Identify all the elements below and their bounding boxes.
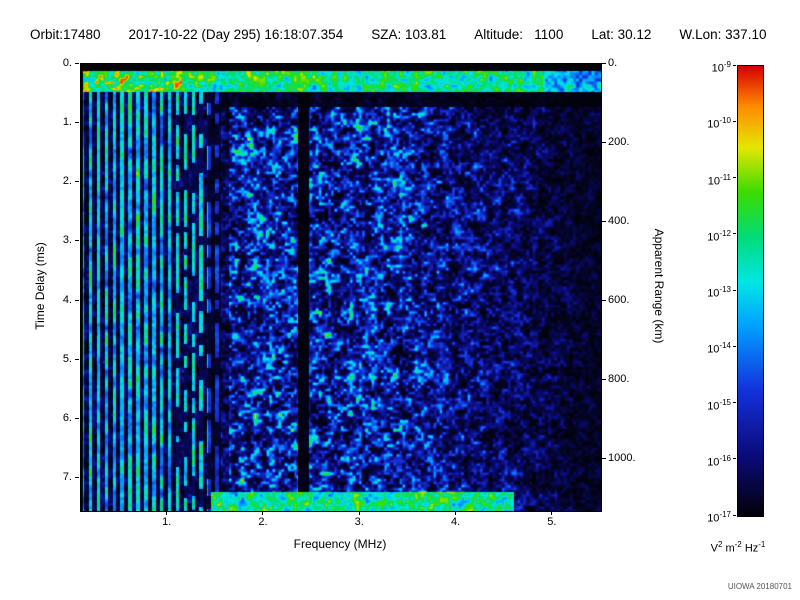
header-datetime: 2017-10-22 (Day 295) 16:18:07.354 [128, 27, 344, 42]
x-tick [262, 511, 264, 515]
colorbar [737, 65, 764, 517]
colorbar-canvas [738, 66, 763, 516]
x-tick-label: 5. [547, 516, 557, 528]
x-tick-label: 4. [450, 516, 461, 528]
right-tick [602, 220, 606, 222]
colorbar-tick-label: 10-13 [707, 285, 731, 300]
colorbar-tick [733, 233, 736, 235]
spectrogram-canvas [81, 64, 601, 511]
right-tick [602, 378, 606, 380]
y-tick-label: 0. [62, 56, 72, 69]
colorbar-tick [733, 289, 736, 291]
colorbar-tick-label: 10-10 [707, 116, 731, 131]
y-tick-label: 5. [62, 352, 72, 365]
colorbar-tick [733, 402, 736, 403]
right-tick [602, 299, 606, 301]
x-tick [358, 511, 360, 515]
colorbar-tick-label: 10-16 [707, 453, 731, 469]
y-tick [75, 181, 79, 183]
right-tick-label: 800. [608, 372, 630, 385]
colorbar-tick [733, 345, 736, 347]
colorbar-tick-label: 10-11 [707, 172, 731, 188]
y-tick-label: 7. [62, 471, 72, 484]
colorbar-tick-label: 10-15 [707, 397, 731, 413]
y-tick [75, 121, 79, 123]
header-info: Orbit:17480 2017-10-22 (Day 295) 16:18:0… [30, 27, 766, 42]
colorbar-tick [733, 177, 736, 178]
y-tick-label: 4. [62, 293, 72, 306]
x-tick [455, 511, 457, 515]
header-orbit: Orbit:17480 [30, 27, 101, 42]
header-wlon: W.Lon: 337.10 [679, 27, 767, 42]
right-tick-label: 200. [608, 135, 630, 148]
y-axis-label-right: Apparent Range (km) [652, 228, 666, 344]
x-tick [166, 511, 168, 515]
y-tick [75, 418, 79, 420]
credit-text: UIOWA 20180701 [727, 582, 792, 591]
right-tick [602, 141, 606, 143]
y-tick-label: 6. [62, 412, 72, 425]
x-axis-label: Frequency (MHz) [293, 537, 387, 551]
right-tick [602, 62, 606, 64]
colorbar-tick-label: 10-17 [707, 510, 731, 525]
right-tick-label: 400. [608, 214, 630, 227]
colorbar-unit-label: V2 m-2 Hz-1 [710, 540, 766, 555]
header-lat: Lat: 30.12 [591, 27, 652, 42]
y-tick [75, 358, 79, 360]
y-tick [75, 240, 79, 242]
x-tick-label: 2. [258, 516, 268, 528]
y-tick [75, 62, 79, 64]
y-tick-label: 3. [62, 234, 72, 247]
right-tick-label: 1000. [608, 451, 636, 464]
y-axis-label-left: Time Delay (ms) [33, 242, 47, 330]
x-tick [551, 511, 553, 515]
x-tick-label: 3. [354, 516, 364, 528]
colorbar-tick [733, 514, 736, 516]
y-tick-label: 1. [62, 115, 72, 128]
colorbar-tick [733, 64, 736, 66]
colorbar-tick-label: 10-12 [707, 228, 731, 244]
y-tick-label: 2. [62, 175, 72, 188]
colorbar-tick [733, 458, 736, 460]
right-tick [602, 457, 606, 459]
colorbar-tick [733, 120, 736, 122]
right-tick-label: 600. [608, 293, 630, 306]
y-tick [75, 299, 79, 301]
colorbar-tick-label: 10-14 [707, 341, 731, 356]
colorbar-tick-label: 10-9 [711, 60, 731, 75]
x-tick-label: 1. [162, 516, 172, 528]
y-tick [75, 477, 79, 479]
header-sza: SZA: 103.81 [371, 27, 447, 42]
plot-area [80, 63, 602, 512]
header-altitude: Altitude: 1100 [474, 27, 564, 42]
right-tick-label: 0. [608, 56, 618, 69]
